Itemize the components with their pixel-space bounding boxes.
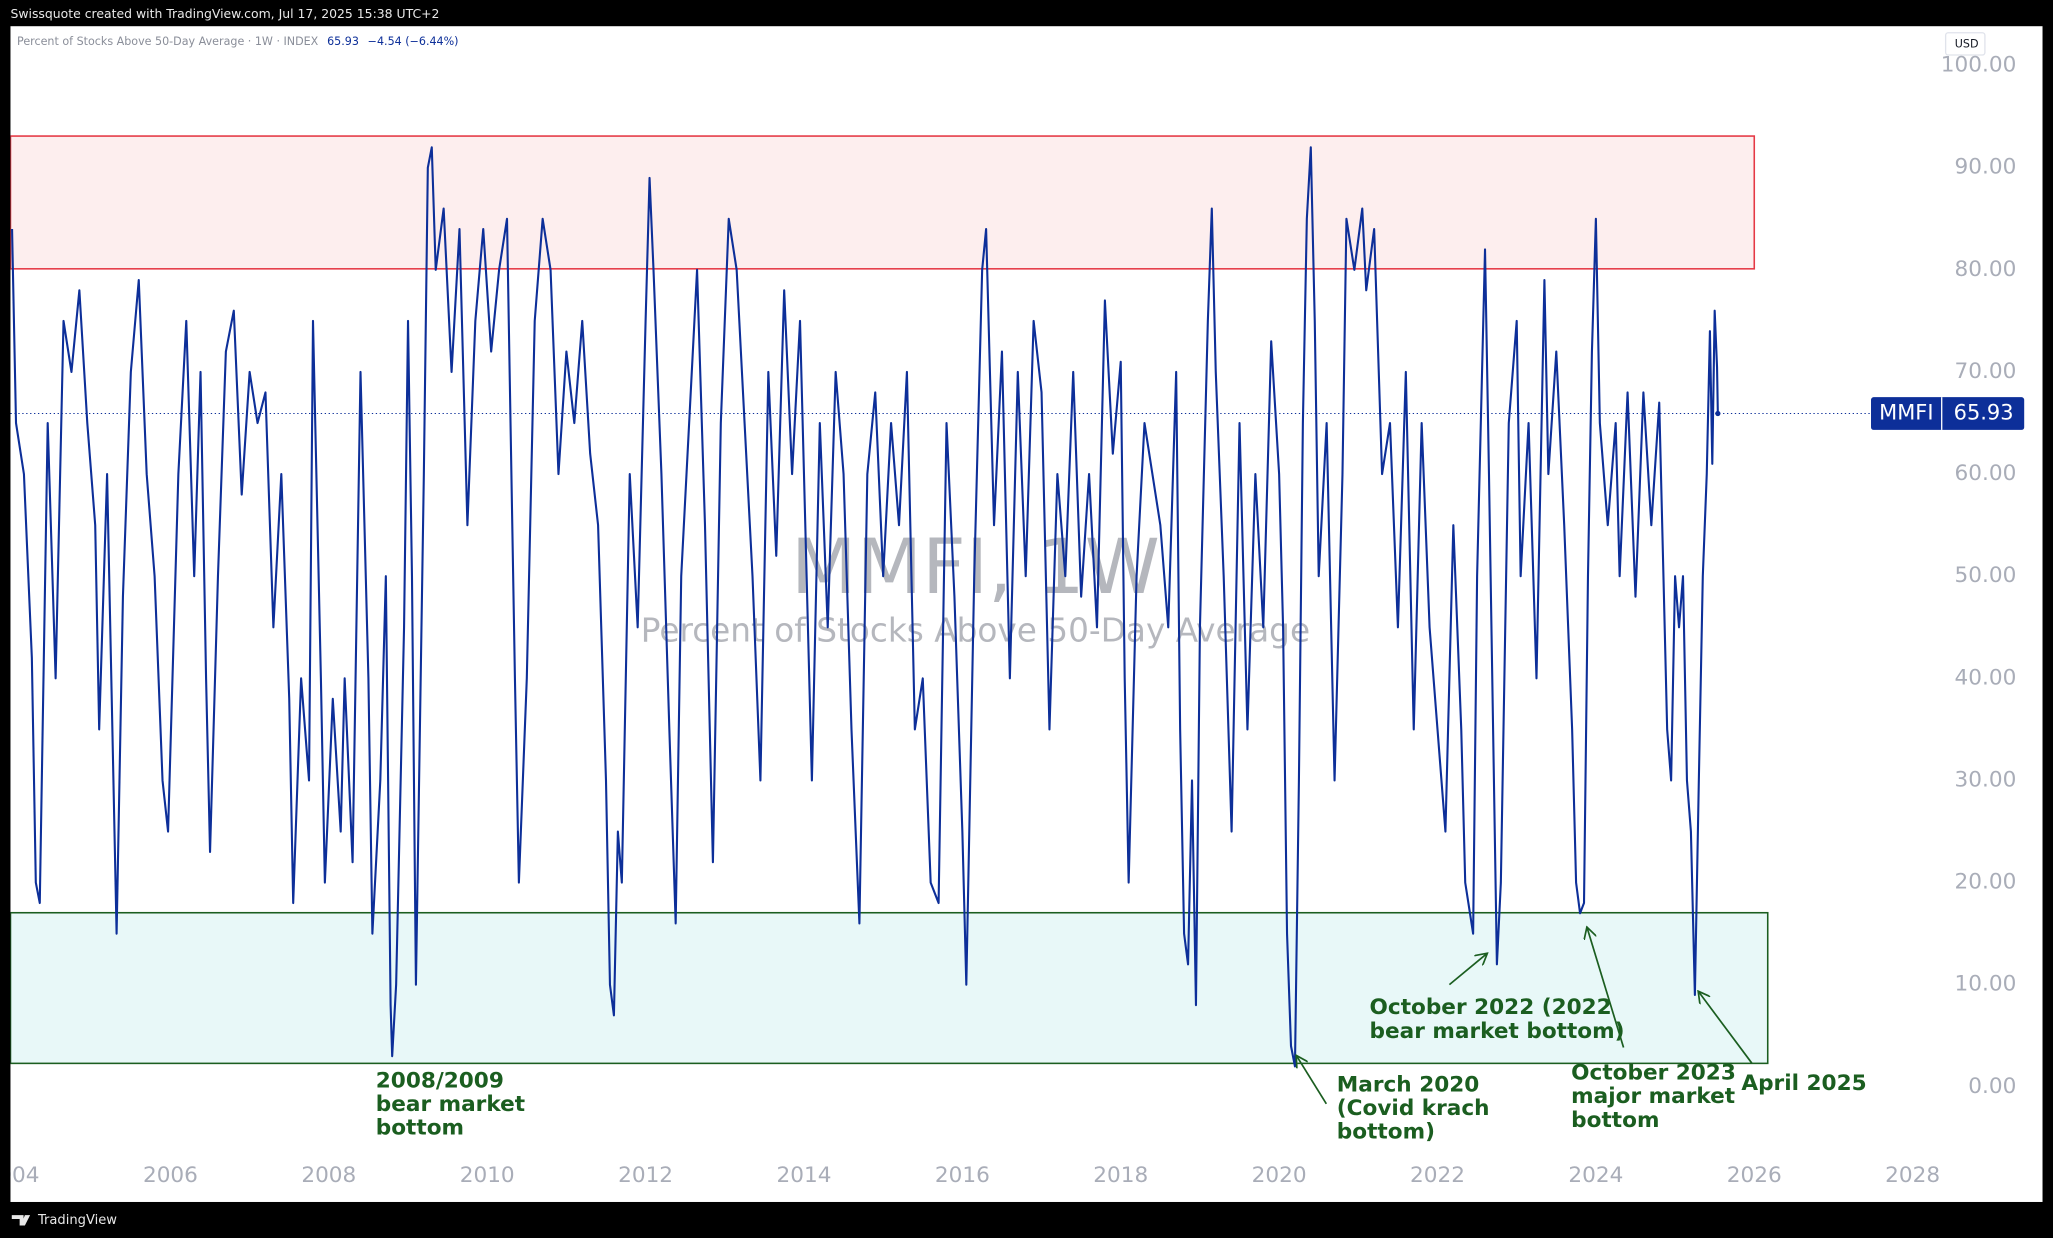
annotation-text: (Covid krach — [1337, 1096, 1490, 1121]
legend-description: Percent of Stocks Above 50-Day Average ·… — [17, 35, 319, 48]
brand: TradingView — [37, 1213, 117, 1228]
annotation-text: bear market — [376, 1092, 525, 1117]
annotation-text: October 2022 (2022 — [1370, 995, 1612, 1020]
annotation-text: 2008/2009 — [376, 1069, 504, 1094]
y-tick-label: 60.00 — [1955, 461, 2017, 486]
annotation-text: bear market bottom) — [1370, 1019, 1625, 1044]
y-tick-label: 70.00 — [1955, 359, 2017, 384]
x-tick-label: 2010 — [460, 1163, 515, 1188]
y-tick-label: 0.00 — [1968, 1074, 2016, 1099]
annotation-text: bottom — [1571, 1108, 1659, 1133]
annotation-arrow — [1587, 927, 1625, 1048]
last-point — [1715, 410, 1721, 417]
legend-last: 65.93 — [327, 35, 359, 48]
currency: USD — [1955, 38, 1979, 51]
x-tick-label: 2018 — [1093, 1163, 1148, 1188]
y-tick-label: 90.00 — [1955, 155, 2017, 180]
y-tick-label: 40.00 — [1955, 665, 2017, 690]
zone — [10, 135, 1756, 270]
y-tick-label: 10.00 — [1955, 972, 2017, 997]
legend-change: −4.54 (−6.44%) — [368, 35, 459, 48]
x-tick-label: 2012 — [618, 1163, 673, 1188]
y-tick-label: 80.00 — [1955, 257, 2017, 282]
y-tick-label: 50.00 — [1955, 563, 2017, 588]
x-tick-label: 2014 — [776, 1163, 831, 1188]
x-tick-label: 2020 — [1252, 1163, 1307, 1188]
zone — [10, 911, 1769, 1065]
y-tick-label: 30.00 — [1955, 767, 2017, 792]
x-tick-label: 2022 — [1410, 1163, 1465, 1188]
annotation-arrow — [1296, 1055, 1328, 1105]
annotation-text: October 2023 — [1571, 1061, 1736, 1086]
annotation-text: bottom) — [1337, 1120, 1435, 1145]
y-tick-label: 100.00 — [1941, 53, 2017, 78]
price-label-value: 65.93 — [1954, 401, 2014, 425]
annotation-text: April 2025 — [1741, 1071, 1866, 1096]
x-tick-label: 2016 — [935, 1163, 990, 1188]
x-tick-label: 2004 — [0, 1163, 40, 1188]
currency-box — [1944, 32, 1986, 56]
x-tick-label: 2006 — [143, 1163, 198, 1188]
annotation-text: bottom — [376, 1116, 464, 1141]
x-tick-label: 2008 — [301, 1163, 356, 1188]
series-line — [11, 146, 1719, 1068]
x-tick-label: 2024 — [1568, 1163, 1623, 1188]
annotation-text: major market — [1571, 1084, 1735, 1109]
legend-header: Percent of Stocks Above 50-Day Average ·… — [17, 35, 459, 48]
y-tick-label: 20.00 — [1955, 870, 2017, 895]
annotation-arrow — [1448, 953, 1487, 986]
watermark-subtitle: Percent of Stocks Above 50-Day Average — [641, 611, 1310, 649]
price-label-symbol: MMFI — [1879, 401, 1933, 425]
plot-area: 2004 2006 2008 2010 2012 2014 2016 2018 2020 2022… — [0, 135, 1940, 1188]
annotation-text: March 2020 — [1337, 1072, 1480, 1097]
credit: Swissquote created with TradingView.com,… — [10, 6, 439, 21]
brand-logo — [11, 1215, 31, 1226]
price-label-bg — [1871, 397, 2025, 430]
annotation-arrow — [1698, 991, 1753, 1064]
x-tick-label: 2028 — [1885, 1163, 1940, 1188]
x-tick-label: 2026 — [1727, 1163, 1782, 1188]
